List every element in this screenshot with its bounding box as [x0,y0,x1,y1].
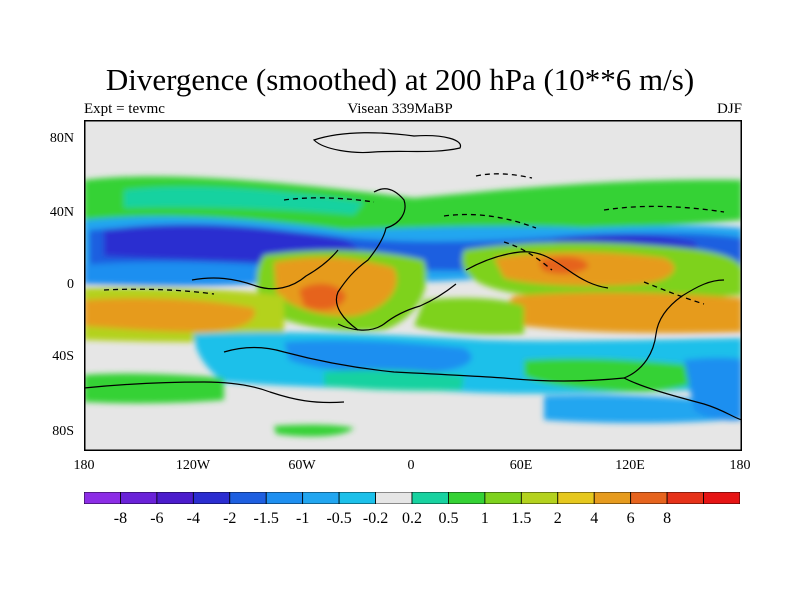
continental-outlines [84,132,742,421]
coast-east-continent [623,279,725,379]
colorbar-swatch [593,492,632,504]
plot-title: Divergence (smoothed) at 200 hPa (10**6 … [105,62,695,97]
field-south-orange-east [507,292,742,334]
field-south-blue [284,340,472,374]
coast-north-continent [335,188,406,331]
lon-tick-0: 0 [407,458,415,473]
field-polar-cyan [544,395,724,423]
colorbar-label: -0.5 [326,510,352,527]
field-polar-green [84,373,224,404]
colorbar-label: -2 [223,510,237,527]
colorbar-label: -1 [295,510,310,527]
dash-northwest [475,173,533,179]
lon-tick-180w: 180 [73,458,95,473]
colorbar-swatch [484,492,522,504]
colorbar-swatch [520,492,559,504]
dashed-coast-fragments [103,173,725,305]
lon-tick-60e: 60E [509,458,533,473]
season-label: DJF [716,101,742,117]
colorbar-label: 1.5 [511,510,532,527]
field-trop-red-west [299,283,346,311]
field-polar-blue-east [684,357,742,421]
colorbar-swatch [120,492,158,504]
colorbar-swatch [448,492,486,504]
colorbar-swatch [666,492,704,504]
colorbar-label: 0.5 [438,510,459,527]
coast-southern-margin [84,381,345,404]
coast-arctic [312,132,462,154]
colorbar-swatch [375,492,413,504]
coast-southeast [623,377,742,421]
map-frame [84,120,742,451]
divergence-map [84,120,742,451]
coast-island-arc [337,283,457,331]
colorbar-label: 8 [663,510,672,527]
colorbar-label: -0.2 [362,510,389,527]
colorbar-swatch [557,492,595,504]
field-south-green-lower [524,358,706,392]
lon-tick-180e: 180 [729,458,751,473]
colorbar-label: -6 [150,510,164,527]
colorbar-swatch [229,492,267,504]
lon-tick-120e: 120E [615,458,645,473]
coast-equatorial-west [191,249,339,290]
field-south-green-east [414,298,524,335]
dash-east-equatorial [503,241,553,271]
dash-northeast [443,213,537,229]
coast-southern-gondwana [223,346,625,382]
field-south-orange-west [84,298,255,332]
colorbar [84,492,740,504]
lat-tick-40n: 40N [49,205,74,220]
colorbar-swatch [84,492,121,504]
colorbar-label: 1 [480,510,489,527]
dash-equatorial [103,288,215,295]
colorbar-swatch [156,492,194,504]
dash-north [283,197,375,203]
colorbar-swatch [630,492,668,504]
colorbar-swatch [265,492,304,504]
field-equator-blue [84,262,274,286]
dash-far-east [643,281,705,305]
coast-east-tropics [465,251,609,289]
lat-tick-40s: 40S [52,349,74,364]
colorbar-swatch [411,492,449,504]
colorbar-swatch [703,492,740,504]
colorbar-label: -4 [186,510,200,527]
colorbar-label: 4 [590,510,599,527]
colorbar-label: -1.5 [253,510,279,527]
dash-east-north [603,205,725,213]
colorbar-label: 6 [626,510,635,527]
colorbar-label: 2 [553,510,562,527]
lat-tick-80s: 80S [52,424,74,439]
colorbar-label: 0.2 [402,510,422,527]
period-label: Visean 339MaBP [347,101,453,117]
colorbar-swatch [192,492,231,504]
lon-tick-60w: 60W [288,458,316,473]
lon-tick-120w: 120W [175,458,211,473]
field-south-teal [324,369,464,391]
colorbar-label: -8 [113,510,128,527]
field-lightgreen-north [124,186,364,215]
colorbar-swatch [338,492,376,504]
lat-tick-80n: 80N [49,131,74,146]
lat-tick-0: 0 [67,277,74,292]
field-polar-green-south [274,424,354,437]
colorbar-swatch [302,492,340,504]
experiment-label: Expt = tevmc [84,101,165,117]
